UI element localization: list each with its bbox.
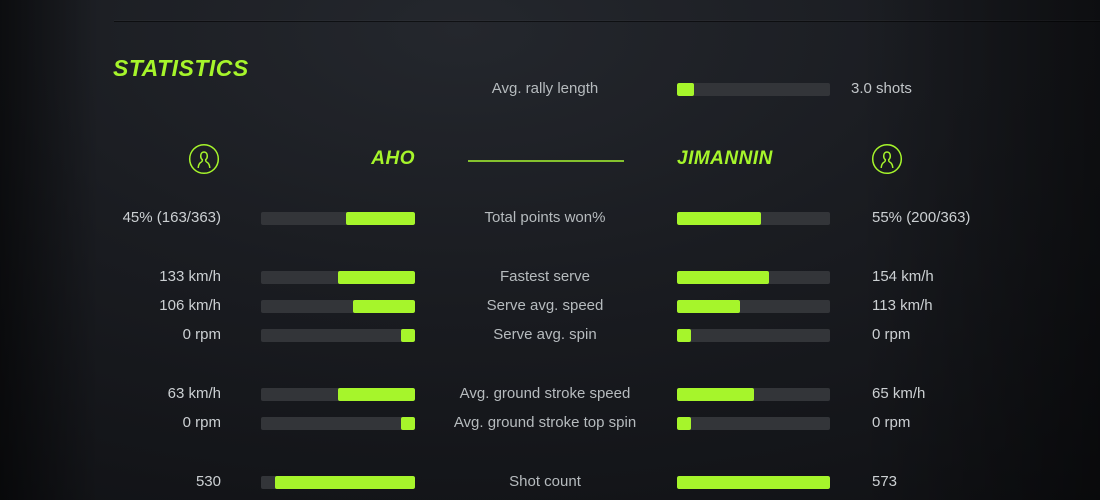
right-bar (677, 388, 830, 401)
left-value: 106 km/h (159, 297, 221, 314)
stat-label: Serve avg. spin (493, 326, 597, 343)
left-value: 63 km/h (167, 385, 221, 402)
left-bar-fill (345, 212, 415, 225)
left-value: 0 rpm (182, 414, 221, 431)
right-bar-fill (677, 329, 691, 342)
right-bar (677, 271, 830, 284)
left-bar-fill (274, 476, 415, 489)
right-bar (677, 329, 830, 342)
left-value: 0 rpm (182, 326, 221, 343)
stat-row-fastest-serve: 133 km/h Fastest serve 154 km/h (0, 264, 1100, 290)
stat-row-shot-count: 530 Shot count 573 (0, 469, 1100, 495)
right-bar-fill (677, 476, 830, 489)
right-value: 154 km/h (872, 268, 934, 285)
right-value: 0 rpm (872, 414, 911, 431)
stat-label: Avg. ground stroke top spin (453, 414, 637, 431)
right-bar-fill (677, 212, 762, 225)
right-bar (677, 417, 830, 430)
left-value: 530 (195, 473, 221, 490)
left-bar-fill (401, 417, 415, 430)
stat-row-ground-stroke-speed: 63 km/h Avg. ground stroke speed 65 km/h (0, 381, 1100, 407)
stat-label: Total points won% (484, 209, 606, 226)
left-bar (261, 476, 415, 489)
players-header: AHO JIMANNIN (0, 142, 1100, 176)
stat-label: Shot count (509, 473, 581, 490)
stat-row-total-points: 45% (163/363) Total points won% 55% (200… (0, 205, 1100, 231)
left-value: 45% (163/363) (122, 209, 221, 226)
left-bar-fill (338, 271, 415, 284)
person-circle-icon (871, 143, 903, 175)
stat-label: Fastest serve (499, 268, 591, 285)
stat-row-serve-avg-spin: 0 rpm Serve avg. spin 0 rpm (0, 322, 1100, 348)
right-value: 55% (200/363) (872, 209, 971, 226)
right-value: 65 km/h (872, 385, 926, 402)
page-title: STATISTICS (113, 55, 249, 82)
left-bar (261, 388, 415, 401)
left-bar (261, 212, 415, 225)
right-value: 113 km/h (872, 297, 933, 314)
right-bar-fill (677, 271, 769, 284)
stat-row-serve-avg-speed: 106 km/h Serve avg. speed 113 km/h (0, 293, 1100, 319)
right-value: 0 rpm (872, 326, 911, 343)
stat-row-ground-stroke-top-spin: 0 rpm Avg. ground stroke top spin 0 rpm (0, 410, 1100, 436)
left-bar-fill (353, 300, 415, 313)
right-bar (677, 300, 830, 313)
header-divider (114, 21, 1100, 22)
rally-length-fill (677, 83, 694, 96)
left-value: 133 km/h (159, 268, 221, 285)
left-bar (261, 271, 415, 284)
right-value: 573 (872, 473, 898, 490)
names-divider-line (468, 160, 624, 162)
left-bar-fill (338, 388, 415, 401)
left-bar-fill (401, 329, 415, 342)
rally-length-bar (677, 83, 830, 96)
right-bar-fill (677, 388, 754, 401)
right-bar (677, 212, 830, 225)
rally-length-label: Avg. rally length (491, 80, 599, 97)
player-left-name: AHO (371, 148, 415, 169)
rally-length-value: 3.0 shots (851, 80, 912, 97)
left-bar (261, 329, 415, 342)
player-right-name: JIMANNIN (677, 148, 773, 169)
right-bar-fill (677, 417, 691, 430)
stat-label: Serve avg. speed (486, 297, 604, 314)
left-bar (261, 300, 415, 313)
stat-label: Avg. ground stroke speed (459, 385, 631, 402)
right-bar (677, 476, 830, 489)
person-circle-icon (188, 143, 220, 175)
rally-length-row: Avg. rally length 3.0 shots (0, 76, 1100, 102)
right-bar-fill (677, 300, 740, 313)
left-bar (261, 417, 415, 430)
